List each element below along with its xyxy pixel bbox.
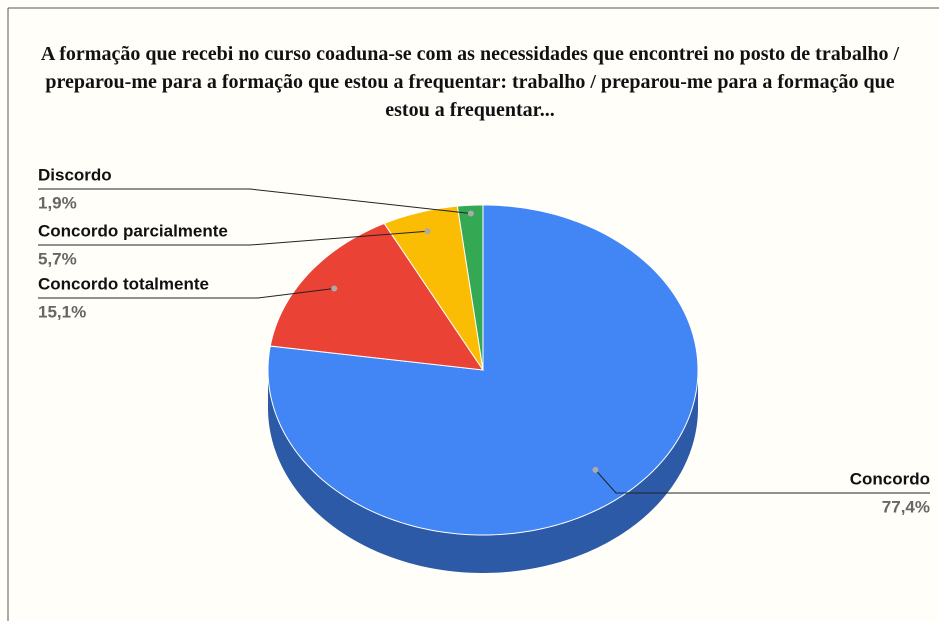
leader-dot — [592, 466, 599, 473]
leader-line — [38, 230, 428, 246]
slice-label: Concordo parcialmente — [38, 221, 228, 240]
slice-label: Concordo — [850, 469, 930, 488]
pie-slice — [383, 205, 484, 371]
chart-title: A formação que recebi no curso coaduna-s… — [40, 43, 900, 121]
pie-slice — [269, 222, 485, 371]
leader-dot — [331, 285, 338, 292]
slice-value: 77,4% — [882, 497, 930, 516]
slice-label: Discordo — [38, 165, 112, 184]
slice-label: Concordo totalmente — [38, 274, 209, 293]
leader-line — [595, 469, 930, 494]
pie-side — [268, 370, 698, 573]
leader-dot — [467, 210, 474, 217]
slice-value: 15,1% — [38, 302, 86, 321]
pie-slice — [456, 204, 484, 371]
leader-line — [38, 188, 471, 215]
slice-value: 1,9% — [38, 193, 77, 212]
leader-dot — [424, 228, 431, 235]
leader-line — [38, 288, 335, 299]
slice-value: 5,7% — [38, 249, 77, 268]
